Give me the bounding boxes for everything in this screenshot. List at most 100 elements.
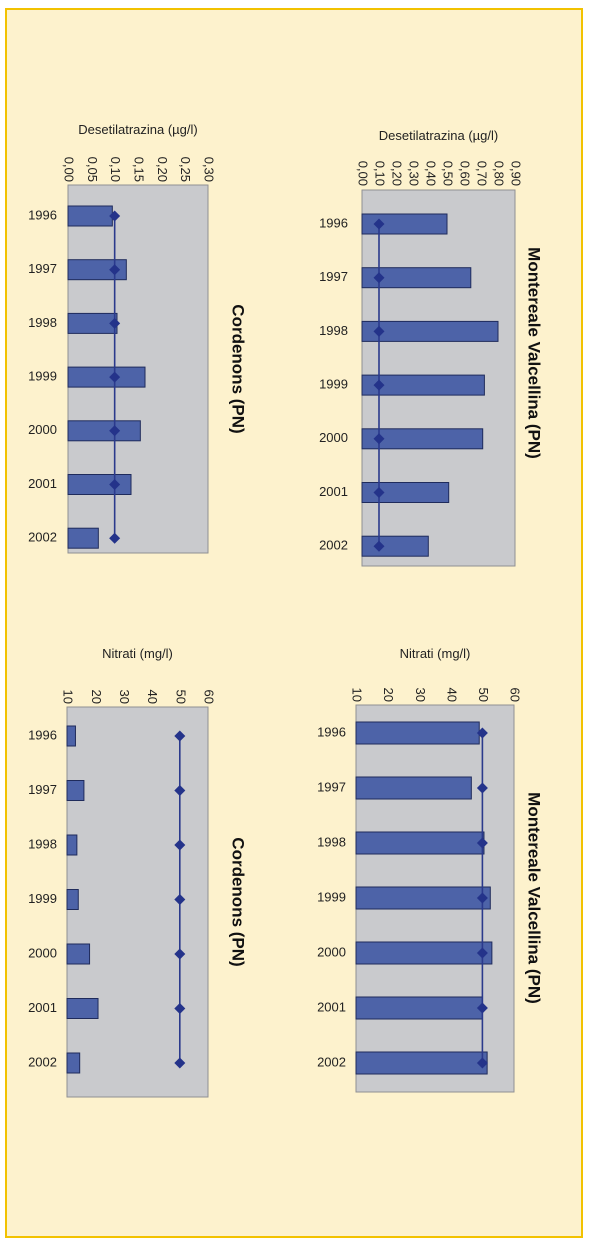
- bar-1999: [361, 374, 485, 396]
- bar-2001: [67, 474, 132, 495]
- marker-1999: [373, 379, 385, 391]
- tick-label: 0,20: [155, 157, 170, 182]
- marker-1998: [109, 317, 121, 329]
- marker-2001: [476, 1002, 488, 1014]
- tick-label: 0,00: [356, 161, 371, 186]
- bar-2002: [355, 1051, 488, 1075]
- marker-2001: [109, 479, 121, 490]
- tick-label: 0,30: [202, 157, 217, 182]
- marker-1996: [373, 218, 385, 230]
- tick-label: 20: [89, 690, 104, 704]
- tick-label: 30: [413, 688, 428, 702]
- bar-2000: [355, 941, 493, 965]
- category-label-1998: 1998: [28, 315, 57, 330]
- category-label-1997: 1997: [317, 779, 346, 794]
- axis-label: Nitrati (mg/l): [400, 646, 471, 661]
- bar-2002: [67, 527, 99, 549]
- tick-label: 50: [476, 688, 491, 702]
- category-label-2000: 2000: [28, 945, 57, 960]
- marker-1998: [174, 839, 186, 851]
- marker-1997: [373, 272, 385, 284]
- bar-2002: [66, 1052, 81, 1074]
- category-label-1998: 1998: [317, 834, 346, 849]
- axis-label: Desetilatrazina (µg/l): [78, 122, 197, 137]
- marker-2002: [174, 1057, 186, 1069]
- bar-1999: [355, 886, 491, 910]
- tick-label: 0,70: [475, 161, 490, 186]
- bar-1998: [355, 831, 485, 855]
- chart-title: Montereale Valcellina (PN): [525, 247, 544, 459]
- bar-1997: [355, 776, 472, 800]
- category-label-1999: 1999: [319, 377, 348, 392]
- marker-2002: [373, 540, 385, 552]
- tick-label: 40: [444, 688, 459, 702]
- chart-desetilatrazina-cordenons: 0,00 0,05 0,10 0,15 0,20 0,25 0,30 Desetilatraz…: [28, 122, 248, 554]
- marker-1999: [476, 892, 488, 904]
- category-label-1996: 1996: [319, 215, 348, 230]
- chart-title: Montereale Valcellina (PN): [525, 792, 544, 1004]
- bar-2000: [66, 943, 91, 965]
- category-label-1998: 1998: [319, 323, 348, 338]
- bar-1999: [67, 366, 146, 388]
- marker-1996: [174, 730, 186, 742]
- marker-1996: [476, 727, 488, 739]
- category-label-2002: 2002: [317, 1054, 346, 1069]
- tick-label: 30: [117, 690, 132, 704]
- marker-2000: [373, 433, 385, 445]
- marker-1997: [476, 782, 488, 794]
- chart-nitrati-cordenons: 10 20 30 40 50 60 Nitrati (mg/l) Cordenons (PN)…: [28, 646, 248, 1098]
- tick-label: 60: [202, 690, 217, 704]
- category-label-2002: 2002: [28, 530, 57, 545]
- bar-2002: [361, 535, 429, 557]
- tick-label: 0,20: [390, 161, 405, 186]
- tick-label: 10: [61, 690, 76, 704]
- bar-1999: [66, 889, 79, 910]
- category-label-1997: 1997: [28, 782, 57, 797]
- chart-title: Cordenons (PN): [229, 837, 248, 966]
- bar-2000: [67, 420, 141, 442]
- category-label-1998: 1998: [28, 836, 57, 851]
- category-label-2000: 2000: [28, 422, 57, 437]
- tick-label: 0,15: [132, 157, 147, 182]
- marker-1998: [476, 837, 488, 849]
- marker-2002: [109, 532, 121, 544]
- marker-1997: [174, 785, 186, 796]
- tick-label: 0,40: [424, 161, 439, 186]
- bar-2001: [66, 998, 99, 1019]
- marker-2002: [476, 1057, 488, 1069]
- category-label-2000: 2000: [319, 430, 348, 445]
- tick-label: 60: [508, 688, 523, 702]
- bar-1998: [361, 320, 499, 342]
- category-label-2002: 2002: [28, 1054, 57, 1069]
- category-label-1999: 1999: [28, 891, 57, 906]
- category-label-1997: 1997: [28, 261, 57, 276]
- category-label-2001: 2001: [28, 476, 57, 491]
- tick-label: 0,25: [178, 157, 193, 182]
- tick-label: 10: [350, 688, 365, 702]
- bar-1997: [67, 259, 127, 281]
- marker-1999: [109, 371, 121, 383]
- tick-label: 20: [381, 688, 396, 702]
- tick-label: 0,10: [108, 157, 123, 182]
- tick-label: 0,60: [458, 161, 473, 186]
- bar-2001: [361, 482, 450, 503]
- plot-area: [66, 706, 209, 1098]
- tick-label: 40: [145, 690, 160, 704]
- category-label-1999: 1999: [317, 889, 346, 904]
- category-label-1996: 1996: [28, 207, 57, 222]
- chart-desetilatrazina-montereale: 0,00 0,10 0,20 0,30 0,40 0,50 0,60 0,70 0,80 0,90…: [319, 128, 544, 567]
- tick-label: 0,80: [492, 161, 507, 186]
- chart-nitrati-montereale: 10 20 30 40 50 60 Nitrati (mg/l) Montereale Val…: [317, 646, 544, 1093]
- chart-title: Cordenons (PN): [229, 304, 248, 433]
- marker-1998: [373, 325, 385, 337]
- tick-label: 0,05: [85, 157, 100, 182]
- category-label-2001: 2001: [317, 999, 346, 1014]
- bar-2000: [361, 428, 484, 450]
- marker-1996: [109, 210, 121, 222]
- marker-2000: [476, 947, 488, 959]
- category-label-1996: 1996: [317, 724, 346, 739]
- bar-1997: [66, 780, 85, 801]
- tick-label: 0,00: [62, 157, 77, 182]
- bar-2001: [355, 996, 483, 1020]
